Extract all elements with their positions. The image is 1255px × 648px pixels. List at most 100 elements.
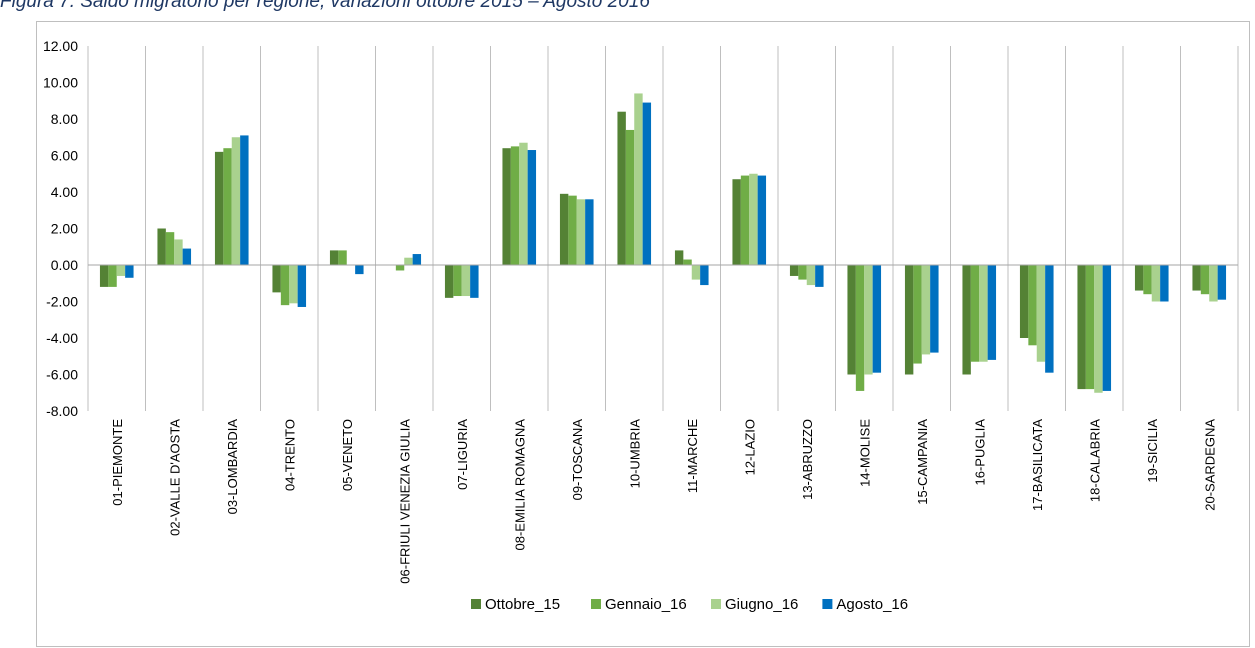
bar-gennaio-16 [740,175,750,265]
bar-ottobre-15 [559,193,569,265]
bar-gennaio-16 [913,265,922,364]
bar-ottobre-15 [617,111,626,265]
category-label: 13-ABRUZZO [800,419,815,500]
bar-agosto-16 [240,135,249,265]
legend-swatch [711,599,721,609]
bar-ottobre-15 [1077,265,1086,390]
category-label: 18-CALABRIA [1087,419,1102,502]
bar-chart: 12.00 10.00 8.00 6.00 4.00 2.00 0.00 -2.00 -4.00… [43,38,1239,613]
bar-agosto-16 [757,175,767,265]
legend-label: Agosto_16 [836,596,908,613]
bar-gennaio-16 [395,265,405,271]
bar-ottobre-15 [329,250,339,265]
bar-agosto-16 [585,199,594,265]
bar-agosto-16 [1160,265,1169,302]
y-tick-label: 2.00 [51,221,78,237]
bar-agosto-16 [1045,265,1054,373]
y-tick-label: 6.00 [51,148,78,164]
y-tick-label: -8.00 [46,403,78,419]
bar-giugno-16 [174,239,183,265]
legend-label: Giugno_16 [725,596,798,613]
bar-giugno-16 [806,265,816,286]
bar-agosto-16 [470,265,479,298]
bar-ottobre-15 [962,265,971,375]
bar-giugno-16 [749,173,758,265]
legend-swatch [591,599,601,609]
category-label: 15-CAMPANIA [915,419,930,505]
bar-giugno-16 [1151,265,1161,302]
bar-ottobre-15 [904,265,914,375]
bar-agosto-16 [527,150,537,265]
bar-agosto-16 [355,265,364,275]
bar-agosto-16 [700,265,709,286]
bar-gennaio-16 [798,265,807,280]
category-label: 20-SARDEGNA [1202,419,1217,511]
y-tick-label: 12.00 [43,38,78,54]
y-tick-label: 10.00 [43,75,78,91]
bar-ottobre-15 [444,265,454,298]
bar-giugno-16 [1209,265,1218,302]
category-label: 09-TOSCANA [570,419,585,501]
bar-gennaio-16 [1085,265,1095,390]
bar-ottobre-15 [732,179,741,265]
y-tick-label: -6.00 [46,367,78,383]
bar-ottobre-15 [789,265,799,276]
bar-gennaio-16 [280,265,290,306]
bar-giugno-16 [1036,265,1046,362]
bar-ottobre-15 [674,250,684,265]
category-label: 04-TRENTO [282,419,297,491]
bar-gennaio-16 [338,250,347,265]
category-label: 10-UMBRIA [627,419,642,489]
bar-gennaio-16 [1143,265,1152,295]
legend-label: Ottobre_15 [485,596,560,613]
bar-agosto-16 [412,254,422,265]
bar-giugno-16 [864,265,873,375]
bar-agosto-16 [642,102,652,265]
bar-giugno-16 [921,265,931,355]
category-label: 07-LIGURIA [455,419,470,490]
legend-swatch [822,599,833,609]
bar-agosto-16 [125,265,134,278]
bar-agosto-16 [987,265,997,360]
category-label: 12-LAZIO [742,419,757,475]
bar-agosto-16 [815,265,824,287]
bar-ottobre-15 [99,265,109,287]
bar-ottobre-15 [272,265,281,293]
bar-agosto-16 [1102,265,1112,391]
legend-label: Gennaio_16 [605,596,687,613]
bar-giugno-16 [461,265,471,297]
chart-frame: 12.00 10.00 8.00 6.00 4.00 2.00 0.00 -2.00 -4.00… [36,21,1250,647]
bar-gennaio-16 [683,259,692,265]
bar-gennaio-16 [1200,265,1210,295]
bar-gennaio-16 [568,195,577,265]
bar-gennaio-16 [223,148,232,265]
bar-gennaio-16 [510,146,520,265]
bar-gennaio-16 [108,265,117,287]
bar-gennaio-16 [1028,265,1037,346]
bar-ottobre-15 [1019,265,1029,338]
figure-caption: Figura 7. Saldo migratorio per regione, … [0,0,650,12]
bar-gennaio-16 [165,232,175,265]
bar-gennaio-16 [970,265,980,362]
category-label: 03-LOMBARDIA [225,419,240,515]
bar-gennaio-16 [453,265,462,297]
category-label: 05-VENETO [340,419,355,491]
bar-ottobre-15 [157,228,166,265]
bar-agosto-16 [930,265,939,353]
bar-ottobre-15 [847,265,856,375]
y-tick-label: 8.00 [51,111,78,127]
legend-swatch [471,599,481,609]
category-label: 02-VALLE D'AOSTA [167,419,182,536]
category-label: 11-MARCHE [685,419,700,493]
bar-agosto-16 [1217,265,1227,300]
bar-giugno-16 [576,199,586,265]
bar-ottobre-15 [1192,265,1201,291]
bar-ottobre-15 [214,151,224,265]
y-tick-label: -4.00 [46,330,78,346]
bar-giugno-16 [289,265,298,304]
y-tick-label: -2.00 [46,294,78,310]
y-tick-label: 4.00 [51,184,78,200]
bar-giugno-16 [116,265,126,276]
category-label: 19-SICILIA [1145,419,1160,483]
y-tick-label: 0.00 [51,257,78,273]
